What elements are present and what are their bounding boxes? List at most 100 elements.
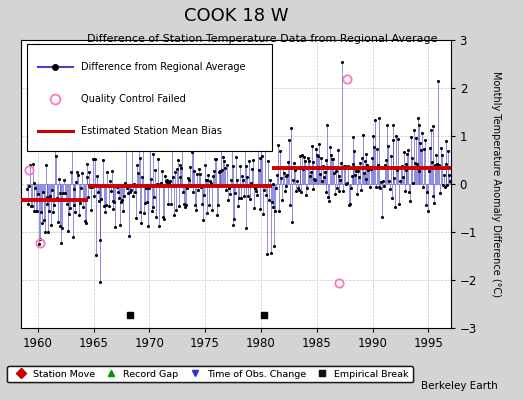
Point — [396, 178, 404, 184]
Point — [260, 187, 268, 194]
Point — [95, 279, 104, 286]
Point — [139, 136, 147, 143]
Point — [29, 179, 38, 186]
Point — [100, 202, 108, 209]
Point — [287, 124, 296, 131]
Point — [170, 212, 178, 218]
Point — [425, 144, 434, 151]
Point — [419, 184, 428, 190]
Point — [106, 178, 114, 185]
Point — [122, 184, 130, 191]
Point — [340, 163, 348, 170]
Point — [230, 216, 238, 222]
Point — [133, 161, 141, 168]
Point — [266, 177, 274, 183]
Point — [424, 167, 433, 174]
Point — [176, 162, 184, 168]
Point — [250, 205, 258, 211]
Point — [387, 195, 396, 201]
Point — [104, 183, 112, 189]
Point — [411, 135, 420, 142]
Point — [230, 163, 238, 170]
Point — [322, 189, 331, 196]
Point — [247, 180, 255, 186]
Point — [188, 189, 196, 195]
Point — [206, 178, 214, 184]
Point — [250, 185, 259, 191]
Point — [259, 211, 267, 218]
Point — [279, 170, 288, 176]
Point — [347, 173, 356, 180]
Point — [350, 134, 358, 140]
Point — [310, 176, 319, 182]
Point — [355, 174, 363, 180]
Point — [183, 185, 191, 191]
Point — [135, 94, 143, 101]
Point — [198, 201, 206, 208]
Point — [64, 228, 72, 234]
Point — [209, 172, 217, 179]
Point — [315, 141, 323, 148]
Point — [252, 188, 260, 194]
Point — [38, 220, 46, 226]
Point — [35, 240, 43, 247]
Point — [190, 168, 199, 174]
Point — [392, 133, 400, 139]
Point — [213, 202, 222, 208]
Point — [90, 192, 98, 199]
Point — [416, 140, 424, 146]
Point — [124, 190, 133, 196]
Point — [255, 206, 264, 212]
Point — [253, 192, 261, 198]
Point — [385, 178, 393, 184]
Point — [342, 180, 350, 187]
Point — [345, 202, 353, 208]
Point — [362, 176, 370, 182]
Point — [204, 172, 213, 179]
Point — [428, 123, 436, 130]
Point — [298, 152, 307, 158]
Point — [52, 195, 61, 202]
Point — [409, 180, 417, 186]
Point — [80, 197, 88, 203]
Point — [269, 204, 278, 210]
Point — [276, 148, 284, 154]
Point — [444, 148, 453, 154]
Point — [369, 133, 377, 139]
Point — [195, 166, 203, 172]
Point — [291, 188, 300, 194]
Point — [76, 200, 84, 206]
Point — [267, 199, 276, 206]
Point — [81, 220, 90, 226]
Point — [185, 164, 194, 170]
Point — [53, 219, 62, 226]
Point — [121, 180, 129, 186]
Point — [201, 162, 209, 168]
Point — [147, 176, 155, 182]
Text: Quality Control Failed: Quality Control Failed — [81, 94, 186, 104]
Point — [135, 208, 144, 215]
Point — [202, 210, 211, 216]
Point — [140, 210, 148, 216]
Point — [303, 185, 311, 192]
Point — [163, 177, 172, 183]
Point — [273, 172, 281, 178]
Point — [60, 177, 69, 184]
Point — [79, 204, 87, 210]
Point — [299, 166, 308, 172]
Point — [297, 189, 305, 195]
Point — [272, 185, 280, 192]
Point — [414, 122, 423, 128]
Point — [23, 186, 31, 192]
Point — [174, 203, 183, 209]
FancyBboxPatch shape — [27, 44, 272, 151]
Point — [344, 163, 352, 170]
Point — [160, 173, 169, 180]
Point — [441, 161, 450, 168]
Point — [85, 169, 93, 175]
Point — [265, 197, 273, 204]
Point — [132, 215, 140, 221]
Point — [353, 191, 362, 197]
Point — [56, 190, 64, 196]
Point — [116, 222, 124, 228]
